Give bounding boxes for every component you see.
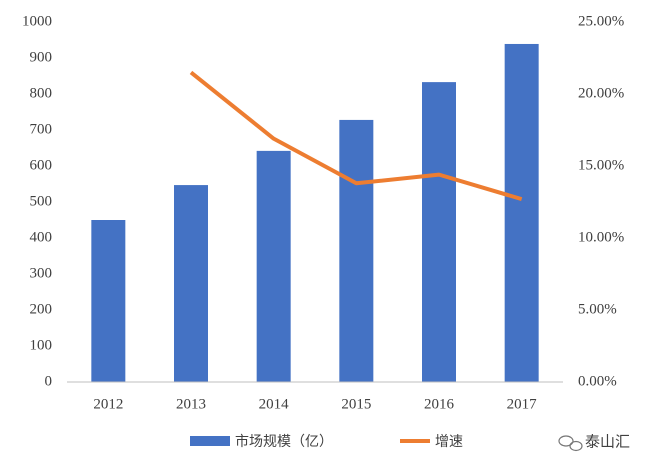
x-tick-label: 2014: [259, 396, 290, 412]
legend-label: 市场规模（亿）: [235, 433, 333, 450]
y-tick-label: 400: [30, 229, 53, 245]
watermark-icon: [558, 435, 583, 452]
x-tick-label: 2016: [424, 396, 455, 412]
bar: [256, 150, 291, 382]
y-tick-label: 1000: [22, 13, 52, 29]
legend-label: 增速: [435, 434, 463, 450]
y2-tick-label: 5.00%: [578, 301, 617, 317]
y2-tick-label: 0.00%: [578, 373, 617, 389]
y-tick-label: 500: [30, 193, 53, 209]
y2-tick-label: 25.00%: [578, 13, 624, 29]
y-tick-label: 200: [30, 301, 53, 317]
y-tick-label: 700: [30, 121, 53, 137]
x-tick-label: 2015: [341, 396, 371, 412]
y2-tick-label: 15.00%: [578, 157, 624, 173]
y-tick-label: 100: [30, 337, 53, 353]
legend-swatch: [190, 436, 230, 446]
bar: [174, 185, 208, 382]
watermark: 泰山汇: [585, 433, 630, 451]
y2-tick-label: 10.00%: [578, 229, 624, 245]
bar: [339, 119, 374, 383]
line: [189, 70, 523, 202]
y-tick-label: 900: [30, 49, 53, 65]
x-tick-label: 2013: [176, 396, 206, 412]
y-tick-label: 0: [45, 373, 53, 389]
y-tick-label: 600: [30, 157, 53, 173]
bar: [91, 220, 126, 382]
bar: [422, 82, 456, 383]
x-tick-label: 2017: [507, 396, 538, 412]
x-tick-label: 2012: [93, 396, 123, 412]
y-tick-label: 800: [30, 85, 53, 101]
y2-tick-label: 20.00%: [578, 85, 624, 101]
y-tick-label: 300: [30, 265, 53, 281]
bar: [504, 43, 539, 383]
